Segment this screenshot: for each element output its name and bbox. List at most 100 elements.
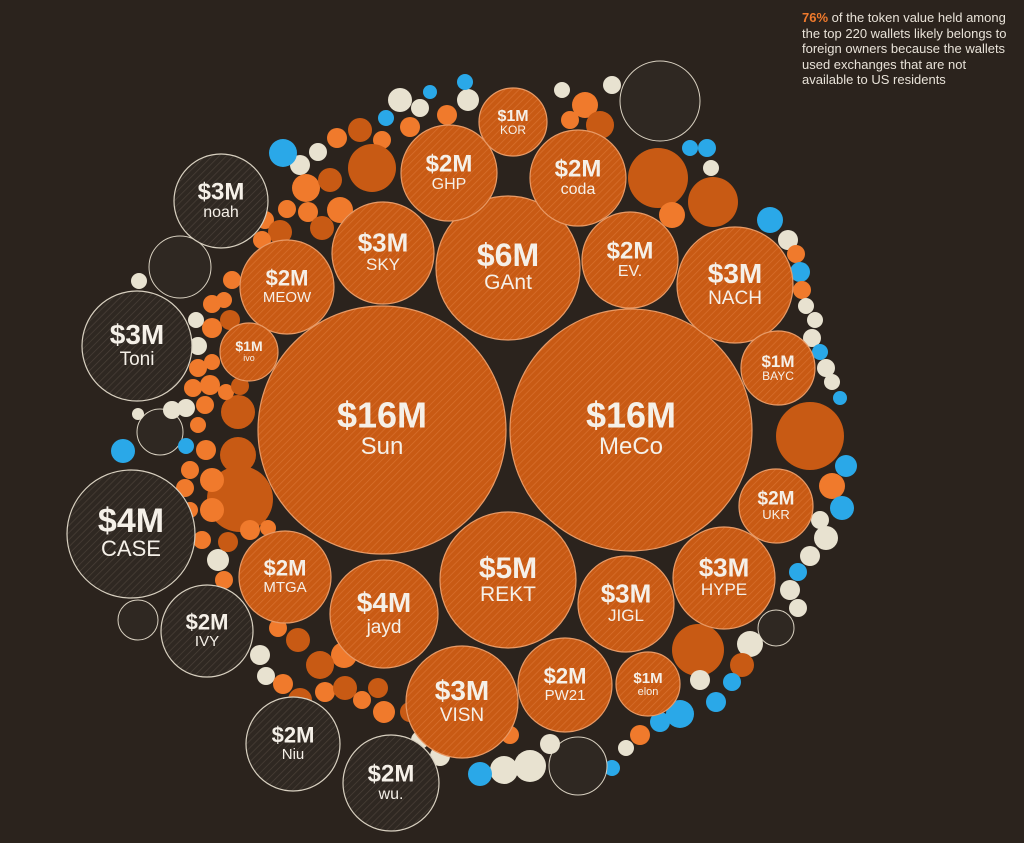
small-wallet-bubbles <box>111 60 857 796</box>
bubble-value: $4M <box>357 587 411 618</box>
small-bubble <box>540 734 560 754</box>
small-bubble <box>202 318 222 338</box>
bubble-wallet-name: MeCo <box>599 433 663 460</box>
small-bubble <box>221 395 255 429</box>
small-bubble <box>514 750 546 782</box>
bubble-circle <box>509 308 753 552</box>
small-bubble <box>817 359 835 377</box>
bubble-circle <box>66 469 196 599</box>
small-bubble <box>659 202 685 228</box>
bubble-circle <box>219 322 279 382</box>
bubble-wallet-name: VISN <box>440 705 484 726</box>
small-bubble <box>200 375 220 395</box>
small-bubble <box>628 148 688 208</box>
bubble-circle <box>676 226 794 344</box>
bubble-circle <box>738 468 814 544</box>
small-bubble <box>807 312 823 328</box>
small-bubble <box>200 468 224 492</box>
small-bubble <box>468 762 492 786</box>
small-bubble <box>318 168 342 192</box>
small-bubble <box>193 531 211 549</box>
small-bubble <box>706 692 726 712</box>
bubble-wallet-name: BAYC <box>762 369 794 383</box>
small-bubble <box>240 520 260 540</box>
small-bubble <box>216 292 232 308</box>
foreign-share-annotation: 76% of the token value held among the to… <box>802 10 1017 88</box>
small-bubble <box>178 438 194 454</box>
small-bubble <box>315 682 335 702</box>
bubble-circle <box>529 129 627 227</box>
small-bubble <box>148 235 212 299</box>
bubble-value: $1M <box>497 108 528 125</box>
small-bubble <box>188 312 204 328</box>
small-bubble <box>333 676 357 700</box>
small-bubble <box>789 599 807 617</box>
bubble-wallet-name: MTGA <box>263 579 306 596</box>
small-bubble <box>737 631 763 657</box>
bubble-circle <box>239 239 335 335</box>
small-bubble <box>309 143 327 161</box>
bubble-wallet-name: Toni <box>120 349 155 370</box>
bubble-value: $2M <box>186 610 229 635</box>
bubble-wallet-name: wu. <box>378 786 404 803</box>
small-bubble <box>457 89 479 111</box>
bubble-wallet-name: UKR <box>762 507 789 522</box>
small-bubble <box>411 99 429 117</box>
bubble-wallet-name: ivo <box>243 353 255 363</box>
small-bubble <box>218 532 238 552</box>
small-bubble <box>603 76 621 94</box>
small-bubble <box>824 374 840 390</box>
small-bubble <box>327 197 353 223</box>
bubble-value: $1M <box>235 338 262 354</box>
small-bubble <box>812 344 828 360</box>
small-bubble <box>177 399 195 417</box>
bubble-wallet-name: CASE <box>101 536 161 561</box>
bubble-wallet-name: HYPE <box>701 580 747 599</box>
bubble-wallet-name: jayd <box>366 617 402 638</box>
small-bubble <box>703 160 719 176</box>
small-bubble <box>348 144 396 192</box>
small-bubble <box>630 725 650 745</box>
bubble-value: $2M <box>758 489 795 510</box>
small-bubble <box>136 408 184 456</box>
small-bubble <box>800 546 820 566</box>
bubble-wallet-name: Niu <box>282 746 305 763</box>
small-bubble <box>215 571 233 589</box>
bubble-circle <box>400 124 498 222</box>
bubble-circle <box>257 305 507 555</box>
small-bubble <box>218 384 234 400</box>
small-bubble <box>730 653 754 677</box>
bubble-value: $3M <box>198 178 245 205</box>
small-bubble <box>257 667 275 685</box>
small-bubble <box>200 498 224 522</box>
small-bubble <box>117 599 159 641</box>
small-bubble <box>373 701 395 723</box>
bubble-wallet-name: MEOW <box>263 289 312 306</box>
small-bubble <box>803 329 821 347</box>
bubble-wallet-name: JIGL <box>608 606 644 625</box>
small-bubble <box>298 202 318 222</box>
small-bubble <box>778 230 798 250</box>
small-bubble <box>286 628 310 652</box>
small-bubble <box>723 673 741 691</box>
small-bubble <box>793 281 811 299</box>
bubble-value: $2M <box>368 760 415 787</box>
small-bubble <box>223 271 241 289</box>
small-bubble <box>757 609 795 647</box>
small-bubble <box>207 549 229 571</box>
